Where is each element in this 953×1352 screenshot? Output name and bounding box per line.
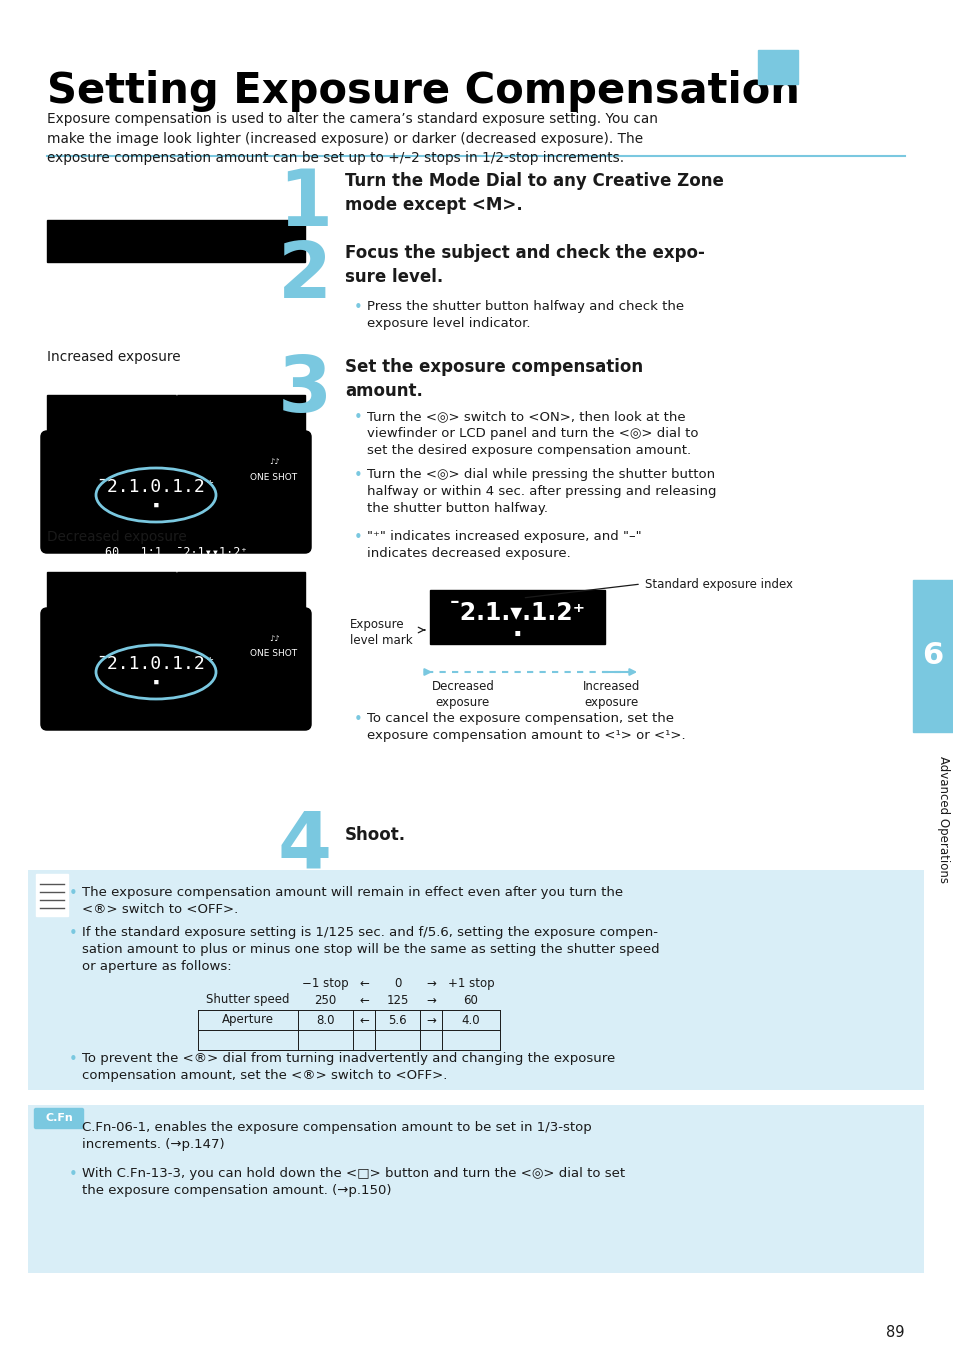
Bar bbox=[28, 1105, 923, 1274]
Text: |: | bbox=[172, 561, 179, 572]
Text: ONE SHOT: ONE SHOT bbox=[250, 472, 296, 481]
Text: ¯2.1.0.1.2⁺: ¯2.1.0.1.2⁺ bbox=[96, 654, 215, 673]
Text: To prevent the <®> dial from turning inadvertently and changing the exposure
com: To prevent the <®> dial from turning ina… bbox=[82, 1052, 615, 1082]
Text: •: • bbox=[69, 926, 77, 941]
Text: •: • bbox=[354, 468, 362, 483]
Text: C.Fn-06-1, enables the exposure compensation amount to be set in 1/3-stop
increm: C.Fn-06-1, enables the exposure compensa… bbox=[82, 1121, 591, 1151]
Text: →: → bbox=[426, 1014, 436, 1026]
Text: Increased exposure: Increased exposure bbox=[47, 350, 180, 364]
Text: 60   8.0  ¯2⋅1▾▾1⋅2⁺  9 ●: 60 8.0 ¯2⋅1▾▾1⋅2⁺ 9 ● bbox=[87, 196, 265, 208]
FancyBboxPatch shape bbox=[34, 1109, 84, 1129]
Text: Decreased
exposure: Decreased exposure bbox=[431, 680, 494, 708]
Text: ▪: ▪ bbox=[514, 626, 520, 639]
Text: •: • bbox=[354, 713, 362, 727]
Text: Focus the subject and check the expo-
sure level.: Focus the subject and check the expo- su… bbox=[345, 243, 704, 285]
Bar bbox=[47, 395, 305, 437]
Text: |: | bbox=[172, 385, 179, 395]
Text: •: • bbox=[69, 1167, 77, 1182]
Text: 60   5.6  ¯2⋅1▾▾1⋅2⁺: 60 5.6 ¯2⋅1▾▾1⋅2⁺ bbox=[105, 369, 247, 383]
Text: ¯2.1.0.1.2⁺: ¯2.1.0.1.2⁺ bbox=[96, 479, 215, 496]
Text: ▪: ▪ bbox=[152, 677, 159, 687]
Text: •: • bbox=[69, 886, 77, 900]
Text: Exposure
level mark: Exposure level mark bbox=[350, 618, 413, 648]
Bar bbox=[47, 572, 305, 614]
Text: Press the shutter button halfway and check the
exposure level indicator.: Press the shutter button halfway and che… bbox=[367, 300, 683, 330]
Text: ←: ← bbox=[358, 977, 369, 990]
Text: 250: 250 bbox=[314, 994, 336, 1006]
Text: The exposure compensation amount will remain in effect even after you turn the
<: The exposure compensation amount will re… bbox=[82, 886, 622, 917]
Text: Set the exposure compensation
amount.: Set the exposure compensation amount. bbox=[345, 358, 642, 400]
Text: ♪♪: ♪♪ bbox=[270, 634, 280, 644]
Text: ¯2.1.▾.1.2⁺: ¯2.1.▾.1.2⁺ bbox=[449, 602, 585, 625]
Text: •: • bbox=[354, 410, 362, 425]
Text: "⁺" indicates increased exposure, and "–"
indicates decreased exposure.: "⁺" indicates increased exposure, and "–… bbox=[367, 530, 641, 560]
Text: If the standard exposure setting is 1/125 sec. and f/5.6, setting the exposure c: If the standard exposure setting is 1/12… bbox=[82, 926, 659, 973]
Text: +1 stop: +1 stop bbox=[447, 977, 494, 990]
Text: 60   1:1  ¯2⋅1▾▾1⋅2⁺: 60 1:1 ¯2⋅1▾▾1⋅2⁺ bbox=[105, 546, 247, 560]
Text: Advanced Operations: Advanced Operations bbox=[937, 757, 949, 883]
Bar bbox=[430, 589, 604, 644]
Text: •: • bbox=[69, 1052, 77, 1067]
FancyBboxPatch shape bbox=[42, 608, 310, 729]
Text: Turn the <◎> switch to <ON>, then look at the
viewfinder or LCD panel and turn t: Turn the <◎> switch to <ON>, then look a… bbox=[367, 410, 698, 457]
Text: 125: 125 bbox=[386, 994, 408, 1006]
Text: Shutter speed: Shutter speed bbox=[206, 994, 290, 1006]
Text: 89: 89 bbox=[885, 1325, 904, 1340]
Text: ONE SHOT: ONE SHOT bbox=[250, 649, 296, 658]
Text: Setting Exposure Compensation: Setting Exposure Compensation bbox=[47, 70, 799, 112]
Text: 5.6: 5.6 bbox=[388, 1014, 406, 1026]
Text: 3: 3 bbox=[277, 352, 332, 429]
Text: 8.0: 8.0 bbox=[315, 1014, 335, 1026]
Text: →: → bbox=[426, 994, 436, 1006]
Text: Increased
exposure: Increased exposure bbox=[582, 680, 640, 708]
Bar bbox=[28, 869, 923, 1090]
Text: •: • bbox=[69, 1121, 77, 1136]
Bar bbox=[36, 873, 68, 917]
Text: Turn the <◎> dial while pressing the shutter button
halfway or within 4 sec. aft: Turn the <◎> dial while pressing the shu… bbox=[367, 468, 716, 515]
Bar bbox=[912, 580, 953, 731]
Bar bbox=[758, 50, 797, 84]
Text: Standard exposure index: Standard exposure index bbox=[644, 579, 792, 591]
Text: ←: ← bbox=[358, 1014, 369, 1026]
Text: Decreased exposure: Decreased exposure bbox=[47, 530, 187, 544]
Text: 2: 2 bbox=[277, 238, 332, 314]
Text: 60: 60 bbox=[463, 994, 478, 1006]
Text: ♪♪: ♪♪ bbox=[270, 457, 280, 466]
Text: 4.0: 4.0 bbox=[461, 1014, 479, 1026]
Text: Shoot.: Shoot. bbox=[345, 826, 406, 844]
Text: •: • bbox=[354, 300, 362, 315]
Text: →: → bbox=[426, 977, 436, 990]
Bar bbox=[47, 220, 305, 262]
Text: 0: 0 bbox=[394, 977, 401, 990]
Text: Turn the Mode Dial to any Creative Zone
mode except <M>.: Turn the Mode Dial to any Creative Zone … bbox=[345, 172, 723, 214]
Text: 1: 1 bbox=[277, 166, 332, 242]
Text: 4: 4 bbox=[277, 808, 332, 884]
Text: To cancel the exposure compensation, set the
exposure compensation amount to <¹>: To cancel the exposure compensation, set… bbox=[367, 713, 685, 742]
Text: Exposure compensation is used to alter the camera’s standard exposure setting. Y: Exposure compensation is used to alter t… bbox=[47, 112, 658, 165]
Text: C.Fn: C.Fn bbox=[45, 1113, 72, 1124]
Text: ←: ← bbox=[358, 994, 369, 1006]
Text: With C.Fn-13-3, you can hold down the <□> button and turn the <◎> dial to set
th: With C.Fn-13-3, you can hold down the <□… bbox=[82, 1167, 624, 1197]
Text: 6: 6 bbox=[922, 641, 943, 671]
Text: −1 stop: −1 stop bbox=[302, 977, 349, 990]
Text: ▪: ▪ bbox=[152, 500, 159, 510]
Text: Aperture: Aperture bbox=[222, 1014, 274, 1026]
Text: •: • bbox=[354, 530, 362, 545]
FancyBboxPatch shape bbox=[42, 433, 310, 552]
